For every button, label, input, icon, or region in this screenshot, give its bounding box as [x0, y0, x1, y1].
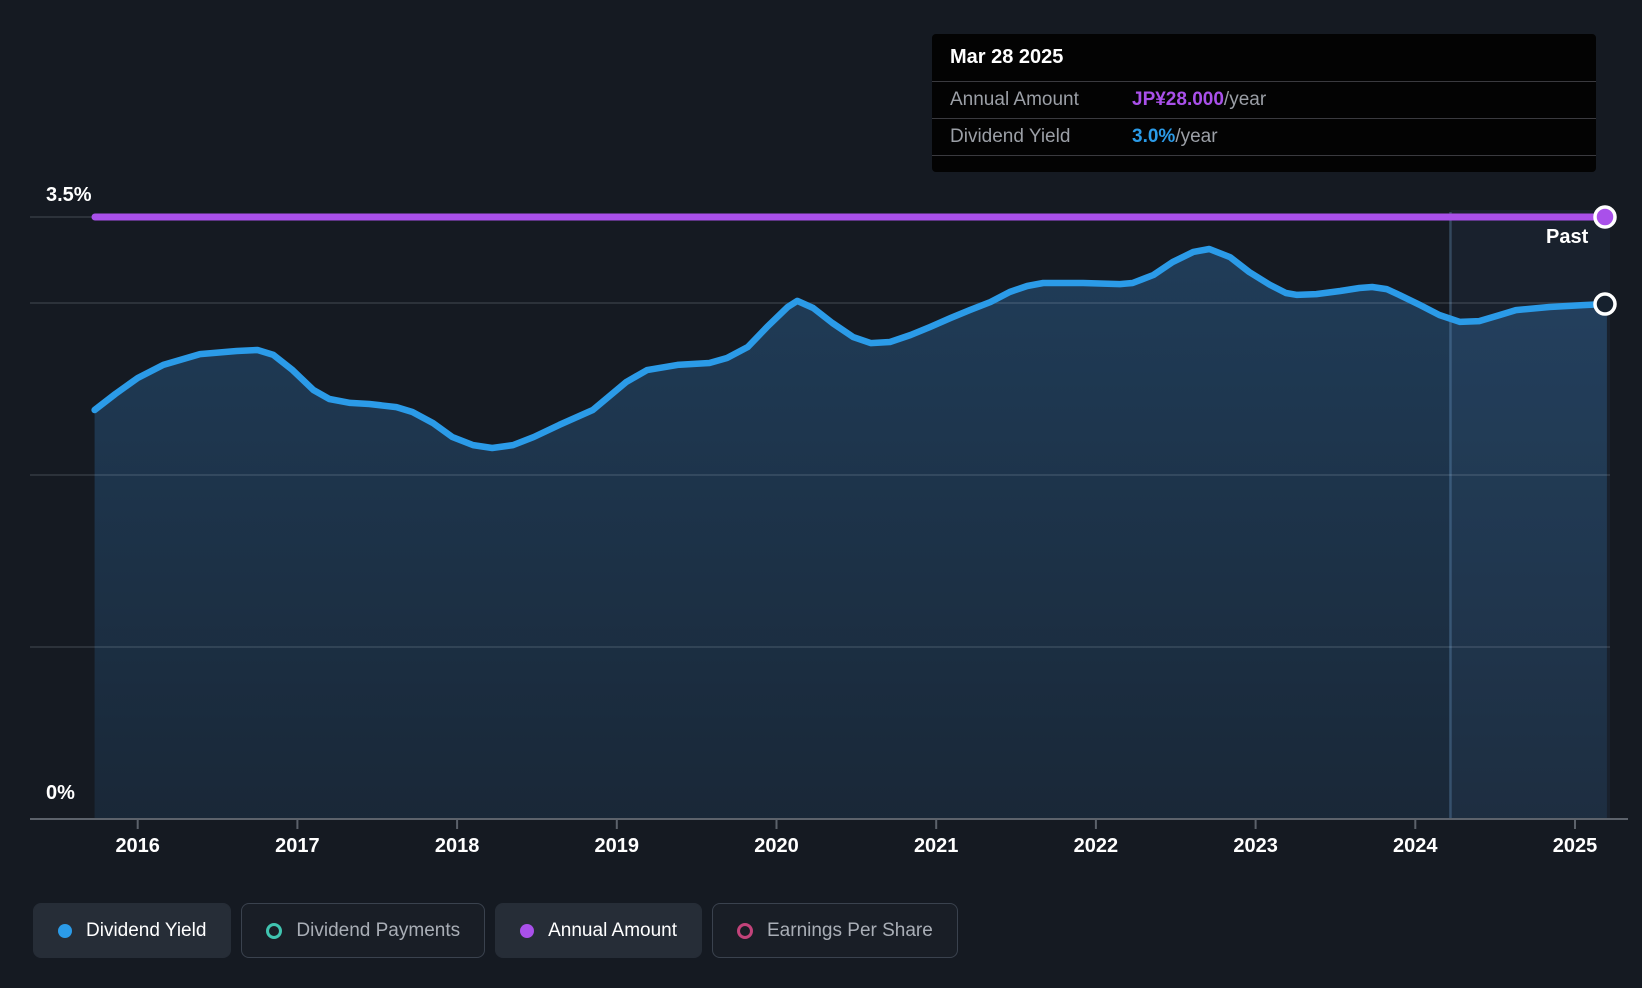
legend-button-label: Dividend Yield [86, 919, 207, 941]
x-axis-year-label: 2022 [1074, 835, 1119, 857]
x-axis-ticks-group: 2016 2017 2018 2019 2020 2021 2022 2023 2024 2025 [115, 820, 1597, 857]
chart-legend: Dividend Yield Dividend Payments Annual Am… [33, 903, 958, 958]
annual-amount-endpoint-dot [1593, 205, 1617, 229]
tooltip-row-suffix: /year [1175, 126, 1218, 147]
legend-button-label: Dividend Payments [296, 919, 461, 941]
legend-button-label: Annual Amount [548, 919, 677, 941]
x-axis-year-label: 2021 [914, 835, 959, 857]
y-axis-label-min: 0% [46, 782, 75, 804]
tooltip-row-label: Annual Amount [950, 89, 1079, 110]
legend-button-dividend-payments[interactable]: Dividend Payments [241, 903, 486, 958]
dividend-payments-marker-icon [266, 922, 283, 939]
legend-button-annual-amount[interactable]: Annual Amount [495, 903, 702, 958]
x-axis-year-label: 2019 [595, 835, 640, 857]
annual-amount-marker-icon [520, 923, 535, 938]
tooltip-row-suffix: /year [1223, 89, 1267, 110]
dividend-yield-area [94, 249, 1607, 819]
x-axis-year-label: 2017 [275, 835, 320, 857]
past-region-label: Past [1546, 226, 1589, 248]
legend-button-dividend-yield[interactable]: Dividend Yield [33, 903, 232, 958]
legend-button-earnings-per-share[interactable]: Earnings Per Share [712, 903, 958, 958]
tooltip-row-dividend-yield: Dividend Yield 3.0% /year [932, 119, 1596, 156]
tooltip-row-label: Dividend Yield [950, 126, 1071, 147]
tooltip-row-value: JP¥28.000 [1132, 89, 1224, 110]
y-axis-label-max: 3.5% [46, 184, 92, 206]
tooltip-row-annual-amount: Annual Amount JP¥28.000 /year [932, 82, 1596, 119]
tooltip-row-value: 3.0% [1132, 126, 1176, 147]
x-axis-year-label: 2018 [435, 835, 480, 857]
legend-button-label: Earnings Per Share [767, 919, 933, 941]
x-axis-year-label: 2020 [754, 835, 799, 857]
tooltip-date: Mar 28 2025 [932, 34, 1596, 82]
past-region-overlay [1450, 210, 1610, 819]
chart-tooltip: Mar 28 2025 Annual Amount JP¥28.000 /yea… [932, 34, 1596, 172]
dividend-yield-marker-icon [58, 923, 72, 938]
x-axis-year-label: 2023 [1233, 835, 1278, 857]
earnings-per-share-marker-icon [737, 922, 753, 939]
dividend-yield-endpoint-dot [1593, 292, 1617, 316]
dividend-yield-line [91, 245, 1611, 452]
x-axis-year-label: 2025 [1553, 835, 1598, 857]
x-axis-year-label: 2016 [115, 835, 160, 857]
x-axis-year-label: 2024 [1393, 835, 1438, 857]
